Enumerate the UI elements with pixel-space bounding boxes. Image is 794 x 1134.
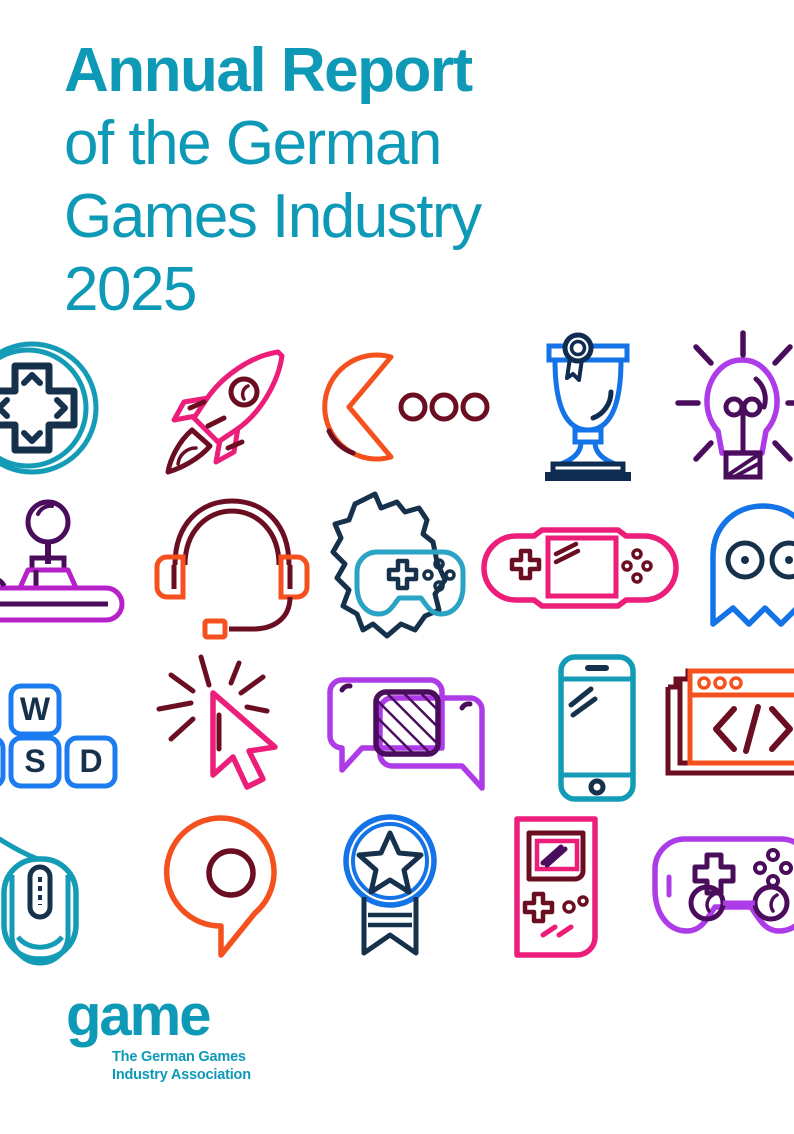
lightbulb-icon bbox=[668, 329, 794, 485]
logo-tagline: The German Games Industry Association bbox=[66, 1048, 366, 1084]
svg-text:W: W bbox=[20, 691, 51, 727]
wasd-keys-icon: W A S D bbox=[0, 650, 118, 805]
smartphone-icon bbox=[518, 650, 678, 805]
cursor-click-icon bbox=[152, 650, 312, 805]
logo-tagline-line-2: Industry Association bbox=[112, 1067, 251, 1083]
trophy-icon bbox=[508, 330, 668, 485]
icon-row-1 bbox=[0, 329, 794, 490]
logo-tagline-line-1: The German Games bbox=[112, 1049, 246, 1065]
headset-icon bbox=[152, 490, 312, 645]
pacman-icon bbox=[318, 330, 490, 485]
handheld-console-icon bbox=[481, 490, 679, 645]
title-line-3: Games Industry bbox=[64, 182, 482, 251]
dpad-circle-icon bbox=[0, 330, 112, 485]
computer-mouse-icon bbox=[0, 810, 116, 965]
icon-row-4 bbox=[0, 810, 794, 970]
icon-row-2 bbox=[0, 490, 794, 650]
rocket-icon bbox=[146, 330, 306, 485]
joystick-icon bbox=[0, 490, 125, 645]
code-windows-icon bbox=[662, 650, 794, 805]
title-line-2: of the German bbox=[64, 109, 442, 178]
gameboy-icon bbox=[478, 810, 638, 965]
title-line-4: 2025 bbox=[64, 255, 197, 324]
chat-bubbles-icon bbox=[326, 650, 486, 805]
game-logo: game The German Games Industry Associati… bbox=[66, 983, 366, 1084]
svg-text:S: S bbox=[24, 743, 45, 779]
ghost-icon bbox=[700, 490, 794, 645]
icon-grid: W A S D bbox=[0, 329, 794, 970]
award-medal-icon bbox=[310, 810, 470, 965]
logo-wordmark: game bbox=[66, 983, 212, 1048]
location-pin-icon bbox=[152, 810, 312, 965]
gamepad-icon bbox=[648, 810, 794, 965]
svg-text:D: D bbox=[79, 743, 102, 779]
title-line-1: Annual Report bbox=[64, 36, 473, 105]
icon-row-3: W A S D bbox=[0, 650, 794, 810]
page-title: Annual Report of the German Games Indust… bbox=[64, 34, 764, 326]
germany-map-controller-icon bbox=[320, 490, 480, 645]
